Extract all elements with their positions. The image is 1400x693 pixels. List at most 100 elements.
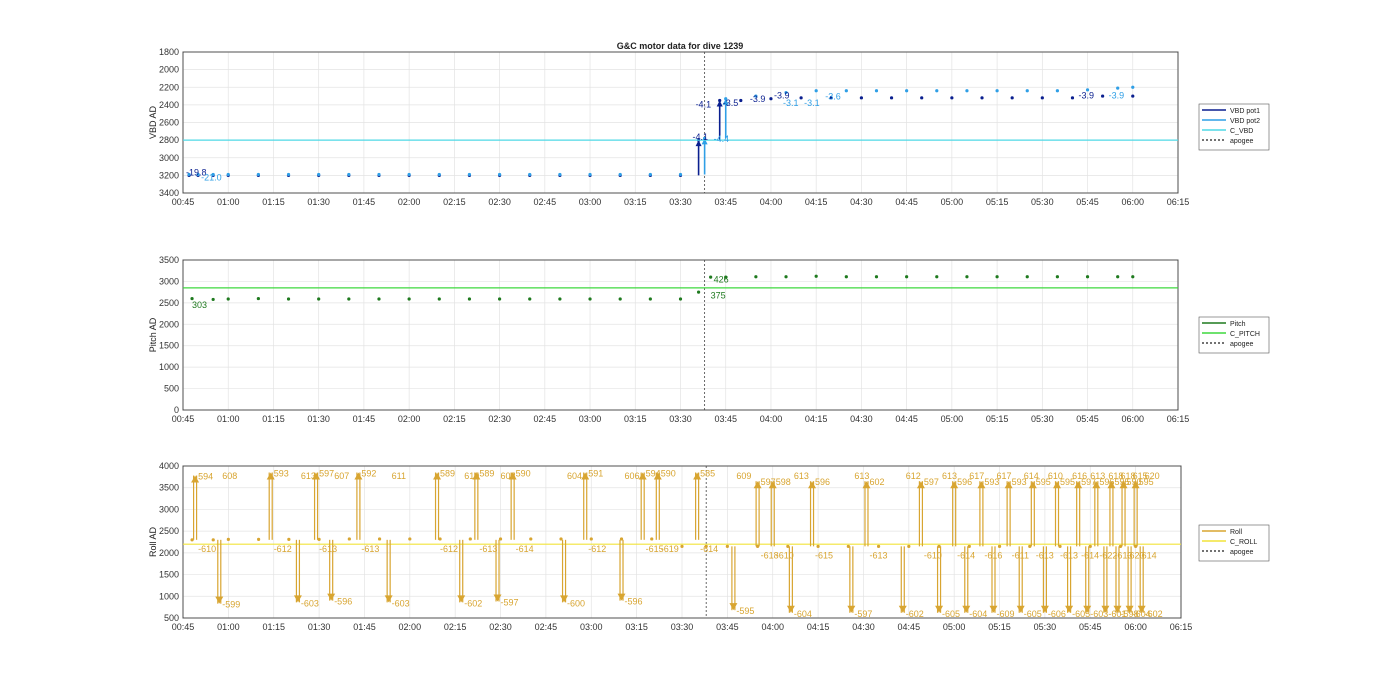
x-tick-label: 01:30 [307,414,330,424]
y-tick-label: 1500 [159,341,179,351]
roll-up-label: 616 [1072,471,1087,481]
roll-down-label: -615 [815,550,833,560]
roll-arrow-head [457,595,466,603]
x-tick-label: 04:15 [805,197,828,207]
data-point [874,275,879,279]
roll-down-label: -612 [440,544,458,554]
data-point [558,172,562,177]
y-tick-label: 1800 [159,47,179,57]
data-point [1025,89,1029,93]
y-tick-label: 2800 [159,135,179,145]
panel-1: 00:45 01:00 01:15 01:30 01:45 02:00 02:15 02:30… [148,47,1270,207]
roll-up-label: 604 [567,471,582,481]
roll-down-label: -601 [1108,609,1126,619]
roll-down-label: -605 [1024,609,1042,619]
x-tick-label: 05:45 [1079,622,1102,632]
roll-up-label: 595 [1139,477,1154,487]
annotation-label: 303 [192,300,207,310]
y-tick-label: 2400 [159,100,179,110]
data-point [756,544,760,548]
arrow-head [716,100,723,107]
x-tick-label: 01:30 [307,197,330,207]
roll-up-label: 597 [1081,477,1096,487]
roll-arrow-head [729,603,738,611]
x-tick-label: 02:30 [488,197,511,207]
roll-arrow-head [1107,481,1116,489]
legend-box [1198,103,1270,151]
data-point [437,297,441,301]
data-point [528,297,532,301]
roll-arrow-head [1065,605,1074,613]
x-tick-label: 03:15 [625,622,648,632]
data-point [650,537,654,541]
roll-arrow-head [1092,481,1101,489]
roll-up-label: 589 [479,469,494,479]
x-tick-label: 02:45 [534,414,557,424]
data-point [1131,275,1135,279]
data-point [648,172,652,177]
data-point [1131,85,1135,89]
roll-arrow-head [1119,481,1128,489]
panel-2: 00:45 01:00 01:15 01:30 01:45 02:00 02:15 02:30… [148,255,1270,424]
roll-arrow-head [1137,605,1146,613]
roll-down-label: -622 [1099,550,1117,560]
legend-entry: Roll [1230,529,1243,536]
legend-entry: C_PITCH [1230,331,1260,338]
annotation-label: 426 [714,275,729,285]
x-tick-label: 01:00 [217,414,240,424]
y-tick-label: 500 [164,384,179,394]
annotation-label: -3.5 [723,98,739,108]
annotation-label: -4.1 [693,132,709,142]
roll-arrow-head [862,481,871,489]
roll-arrow-head [191,475,200,483]
arrow-head [695,140,702,147]
x-tick-label: 02:00 [398,197,421,207]
roll-arrow-head [935,605,944,613]
x-tick-label: 01:45 [353,622,376,632]
x-tick-label: 01:00 [217,197,240,207]
data-point [407,297,411,301]
y-tick-label: 3500 [159,255,179,265]
data-point [287,537,291,541]
roll-down-label: -615 [646,544,664,554]
roll-down-label: -597 [854,609,872,619]
data-point [1118,544,1123,548]
roll-up-label: 590 [661,469,676,479]
roll-up-label: 594 [646,469,661,479]
data-point [784,90,788,95]
x-tick-label: 03:00 [579,414,602,424]
roll-down-label: -620 [1127,550,1145,560]
roll-down-label: -614 [700,544,718,554]
roll-down-label: -614 [1081,550,1099,560]
annotation-label: 375 [711,291,726,301]
data-point [786,544,790,548]
data-point [997,544,1002,548]
y-axis-label: Pitch AD [148,317,158,352]
roll-arrow-head [1016,605,1025,613]
data-point [317,297,321,301]
roll-down-label: -596 [334,597,352,607]
y-tick-label: 4000 [159,461,179,471]
chart-title: G&C motor data for dive 1239 [617,41,744,51]
data-point [739,98,743,103]
x-tick-label: 03:15 [624,197,647,207]
annotation-label: -3.9 [1109,91,1125,101]
data-point [965,89,969,93]
data-point [1085,275,1090,279]
y-tick-label: 2500 [159,526,179,536]
y-tick-label: 3000 [159,153,179,163]
data-point [950,96,954,100]
y-tick-label: 0 [174,405,179,415]
roll-arrow-head [950,481,959,489]
roll-up-label: 598 [776,477,791,487]
roll-down-label: -610 [924,550,942,560]
roll-down-label: -603 [1090,609,1108,619]
data-point [965,275,969,279]
roll-arrow-head [493,594,502,602]
y-tick-label: 1000 [159,362,179,372]
data-point [211,538,215,542]
roll-up-label: 597 [924,477,939,487]
legend-entry: VBD pot1 [1230,108,1260,115]
x-tick-label: 06:15 [1170,622,1193,632]
roll-down-label: -602 [1145,609,1163,619]
